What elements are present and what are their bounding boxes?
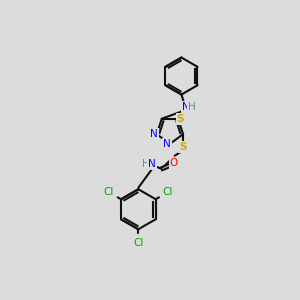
Text: Cl: Cl <box>104 187 114 197</box>
Text: N: N <box>150 129 158 139</box>
Text: Cl: Cl <box>133 238 143 248</box>
Text: N: N <box>148 159 156 169</box>
Text: O: O <box>170 158 178 169</box>
Text: S: S <box>179 142 187 152</box>
Text: H: H <box>142 159 150 169</box>
Text: S: S <box>177 114 184 124</box>
Text: H: H <box>188 102 196 112</box>
Text: N: N <box>163 139 171 149</box>
Text: N: N <box>182 102 190 112</box>
Text: Cl: Cl <box>163 187 173 197</box>
